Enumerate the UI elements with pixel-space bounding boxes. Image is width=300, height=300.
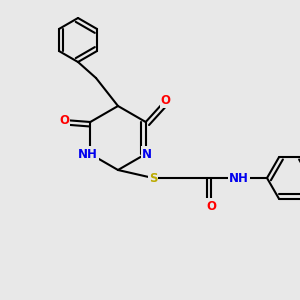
- Text: O: O: [59, 113, 69, 127]
- Text: O: O: [161, 94, 171, 106]
- Text: NH: NH: [229, 172, 249, 184]
- Text: N: N: [142, 148, 152, 160]
- Text: NH: NH: [78, 148, 98, 160]
- Text: O: O: [206, 200, 216, 212]
- Text: S: S: [149, 172, 157, 184]
